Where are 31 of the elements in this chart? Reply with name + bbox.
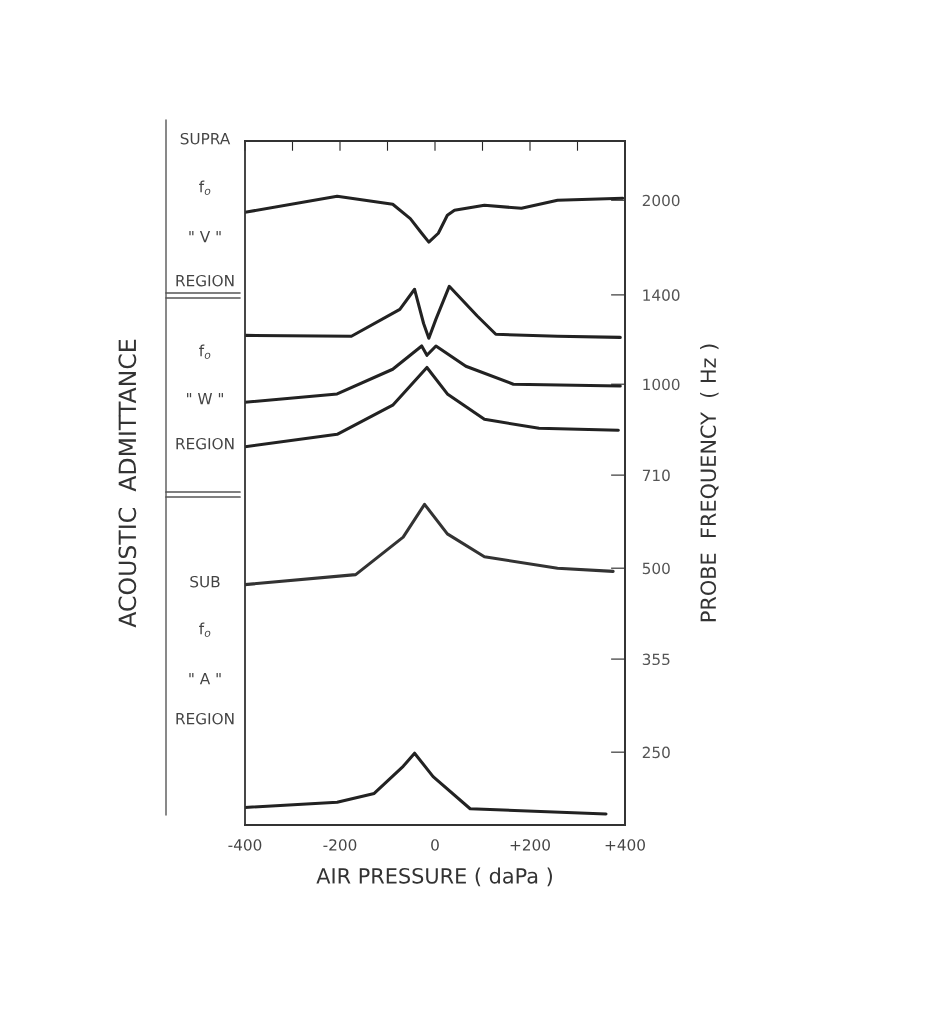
line-series	[245, 751, 608, 816]
text: f$_{o}$	[199, 180, 211, 195]
text: " W "	[187, 393, 223, 405]
line-series	[245, 194, 625, 244]
x-tick-label: -400	[228, 839, 262, 851]
y2-tick-label: 355	[642, 653, 670, 666]
text: SUB	[190, 575, 220, 588]
y2-tick-label: 1400	[643, 289, 680, 301]
x-tick-label: +400	[605, 839, 645, 851]
x-tick-label: 0	[431, 839, 439, 851]
line-series	[245, 365, 620, 449]
text: REGION	[176, 274, 234, 287]
text: SUPRA	[180, 132, 231, 145]
x-tick-label: -200	[323, 839, 357, 851]
line-series	[245, 344, 622, 404]
y2-tick-label: 250	[642, 746, 670, 759]
y2-tick-label: 2000	[642, 194, 680, 207]
x-tick-label: +200	[510, 839, 550, 851]
y-axis-title: ACOUSTIC ADMITTANCE	[118, 339, 137, 628]
line-series	[245, 284, 622, 340]
y2-tick-label: 1000	[643, 378, 680, 391]
y2-tick-label: 710	[642, 469, 670, 482]
text: " A "	[189, 673, 221, 685]
text: f$_{o}$	[199, 344, 211, 359]
text: REGION	[176, 437, 234, 450]
text: " V "	[189, 231, 221, 243]
text: f$_{o}$	[199, 622, 211, 637]
y2-tick-label: 500	[642, 562, 670, 575]
x-axis-title: AIR PRESSURE ( daPa )	[316, 867, 552, 887]
text: REGION	[176, 712, 234, 725]
y2-axis-title: PROBE FREQUENCY ( Hz )	[700, 344, 719, 622]
